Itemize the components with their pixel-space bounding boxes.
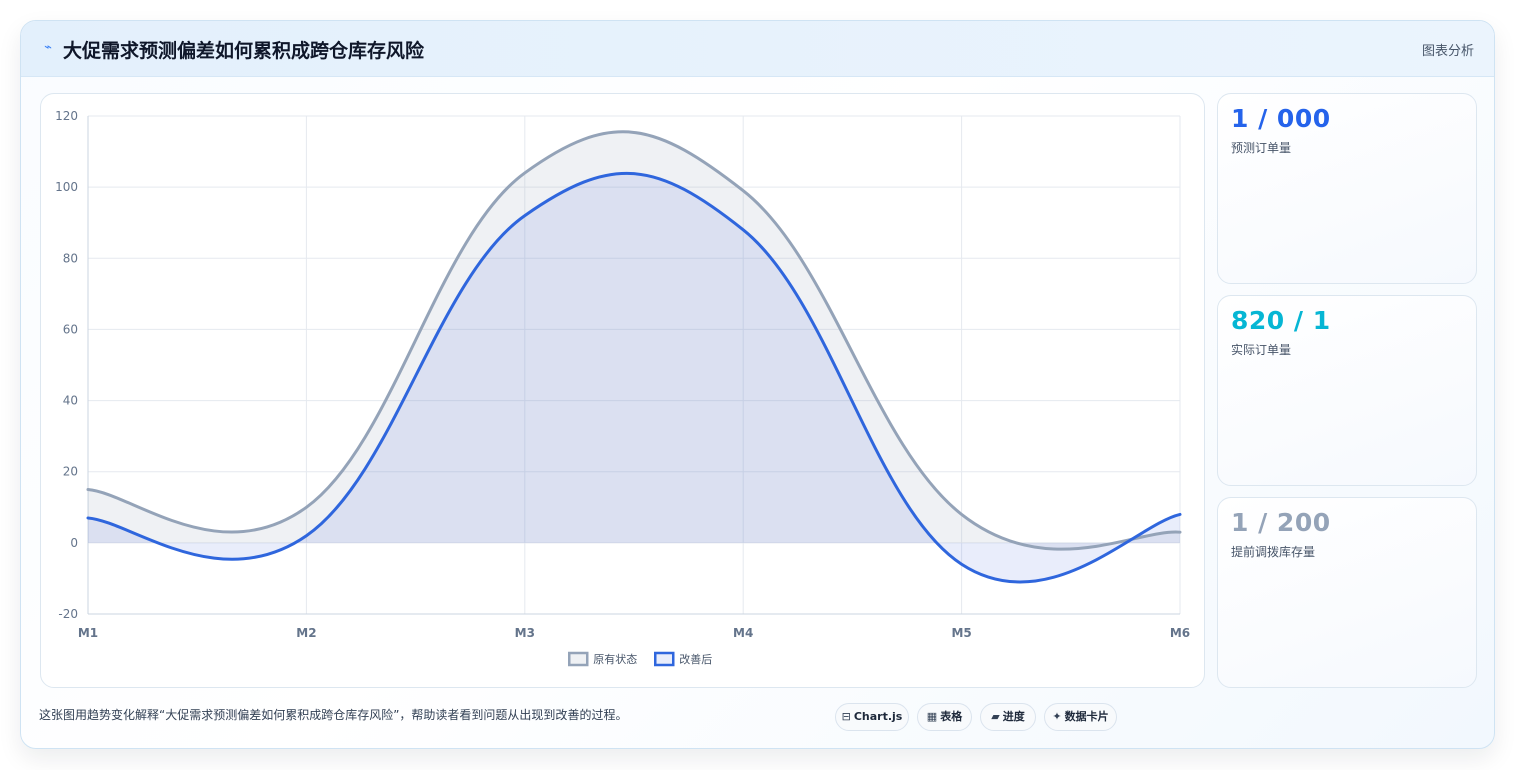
tag-data-cards[interactable]: ✦ 数据卡片 <box>1044 703 1117 731</box>
legend-label: 原有状态 <box>593 652 637 666</box>
stat-card-transfer: 1 / 200 提前调拨库存量 <box>1217 497 1477 688</box>
stat-card-actual: 820 / 1 实际订单量 <box>1217 295 1477 486</box>
tag-table[interactable]: ▦ 表格 <box>917 703 972 731</box>
x-tick-label: M2 <box>296 626 316 640</box>
chart-description: 这张图用趋势变化解释“大促需求预测偏差如何累积成跨仓库存风险”，帮助读者看到问题… <box>39 708 628 722</box>
y-tick-label: 100 <box>55 180 78 194</box>
x-tick-label: M5 <box>951 626 971 640</box>
y-tick-label: 60 <box>63 322 78 336</box>
series-line-1 <box>86 130 1182 551</box>
card-header: ⌁ 大促需求预测偏差如何累积成跨仓库存风险 图表分析 <box>21 21 1494 77</box>
stat-card-forecast: 1 / 000 预测订单量 <box>1217 93 1477 284</box>
legend-label: 改善后 <box>679 652 712 666</box>
chart-panel: 120 100 80 60 40 20 0 -20 M1 M2 M3 M4 M5 M6 原有状态 改善后 <box>40 93 1205 688</box>
x-tick-label: M6 <box>1170 626 1190 640</box>
legend-swatch <box>568 651 589 667</box>
tag-label: 表格 <box>940 710 963 723</box>
chart-analysis-label: 图表分析 <box>1421 44 1474 59</box>
x-tick-label: M1 <box>78 626 98 640</box>
tag-chartjs[interactable]: ⊟ Chart.js <box>835 703 909 731</box>
tag-label: Chart.js <box>853 710 903 723</box>
y-tick-label: 40 <box>63 394 78 408</box>
tag-progress[interactable]: ▰ 进度 <box>980 703 1036 731</box>
y-tick-label: -20 <box>58 607 78 621</box>
x-tick-label: M3 <box>515 626 535 640</box>
progress-icon: ▰ <box>991 710 1000 723</box>
chart-icon: ⊟ <box>841 710 851 723</box>
legend-swatch <box>654 651 675 667</box>
tag-label: 进度 <box>1002 710 1025 723</box>
sparkle-icon: ✦ <box>1052 710 1062 723</box>
stat-value: 820 / 1 <box>1231 306 1331 335</box>
page-title: 大促需求预测偏差如何累积成跨仓库存风险 <box>63 40 425 62</box>
x-tick-label: M4 <box>733 626 753 640</box>
stat-label: 预测订单量 <box>1231 141 1292 155</box>
stat-value: 1 / 000 <box>1231 104 1331 133</box>
series-line-2 <box>86 171 1182 584</box>
chart-card: ⌁ 大促需求预测偏差如何累积成跨仓库存风险 图表分析 120 100 80 60 40 2… <box>20 20 1495 749</box>
tag-label: 数据卡片 <box>1064 710 1109 723</box>
stat-label: 实际订单量 <box>1231 343 1292 357</box>
y-tick-label: 120 <box>55 109 78 123</box>
lightning-icon: ⌁ <box>44 40 52 55</box>
series-area-2 <box>88 173 1180 583</box>
stat-value: 1 / 200 <box>1231 508 1331 537</box>
table-icon: ▦ <box>926 710 938 723</box>
stat-label: 提前调拨库存量 <box>1231 545 1316 559</box>
y-tick-label: 20 <box>63 465 78 479</box>
y-tick-label: 80 <box>63 251 78 265</box>
y-tick-label: 0 <box>70 536 78 550</box>
